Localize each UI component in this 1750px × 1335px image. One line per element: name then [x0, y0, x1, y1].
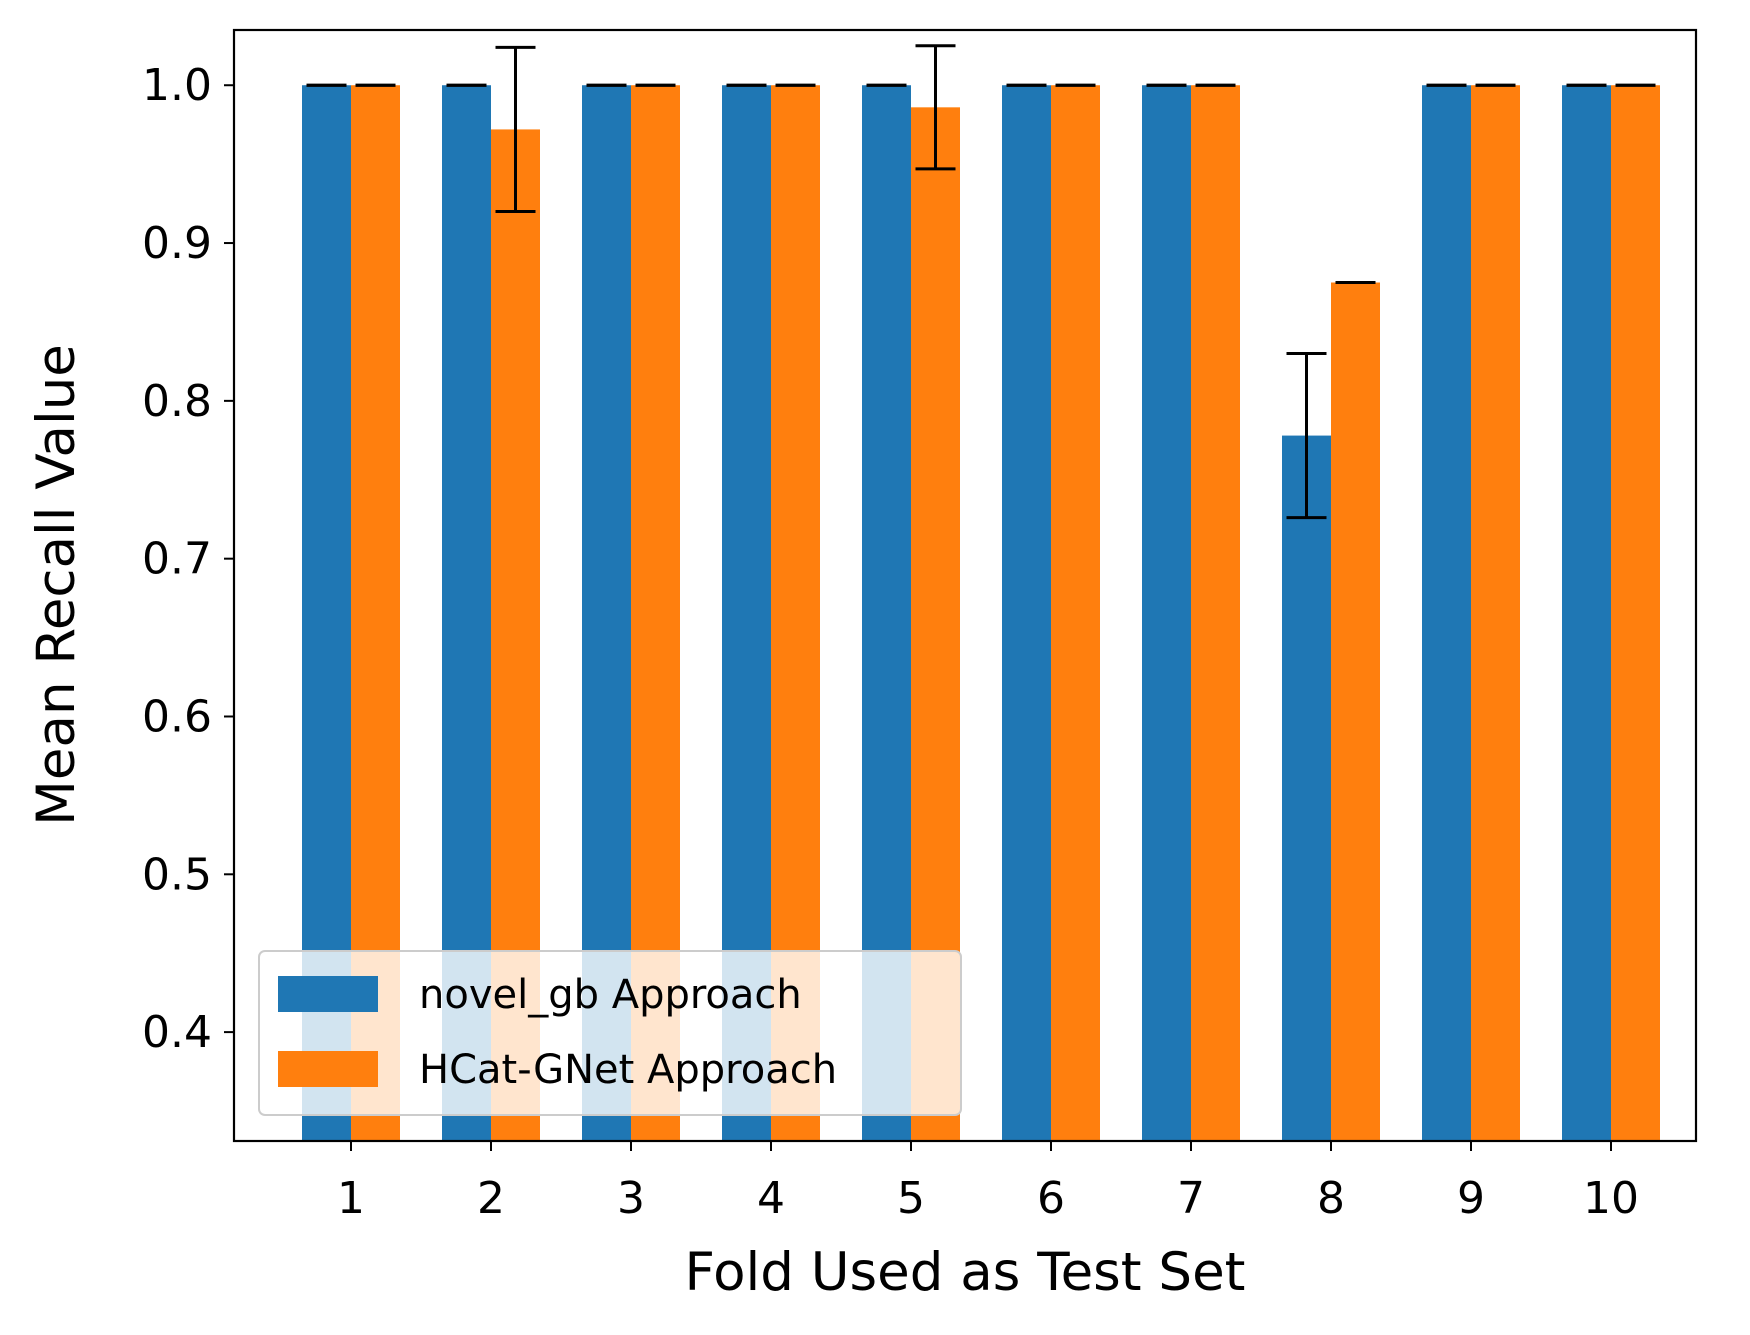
bar-series1-fold-10: [1562, 85, 1611, 1141]
x-tick-label: 3: [617, 1173, 645, 1224]
y-tick-label: 0.6: [142, 691, 212, 742]
x-tick-label: 4: [757, 1173, 785, 1224]
error-bars-layer: [306, 44, 1656, 520]
bar-series2-fold-10: [1611, 85, 1660, 1141]
x-tick-label: 10: [1583, 1173, 1639, 1224]
x-tick-label: 9: [1457, 1173, 1485, 1224]
y-tick-label: 0.4: [142, 1007, 212, 1058]
y-axis: 0.4 0.5 0.6 0.7 0.8 0.9 1.0: [142, 60, 234, 1058]
bar-series1-fold-9: [1422, 85, 1471, 1141]
legend-label-novel-gb: novel_gb Approach: [419, 972, 802, 1018]
bar-series1-fold-6: [1002, 85, 1051, 1141]
bar-series1-fold-8: [1282, 435, 1331, 1141]
y-tick-label: 0.9: [142, 218, 212, 269]
x-tick-label: 5: [897, 1173, 925, 1224]
legend-box: [258, 950, 962, 1116]
x-tick-label: 8: [1317, 1173, 1345, 1224]
legend-label-hcat-gnet: HCat-GNet Approach: [419, 1047, 837, 1093]
plot-area-frame: [232, 28, 1698, 1143]
y-tick-label: 0.5: [142, 849, 212, 900]
y-tick-label: 0.7: [142, 534, 212, 585]
legend: novel_gb Approach HCat-GNet Approach: [258, 950, 962, 1116]
y-tick-label: 1.0: [142, 60, 212, 111]
x-axis-title: Fold Used as Test Set: [685, 1242, 1246, 1303]
x-tick-label: 7: [1177, 1173, 1205, 1224]
bar-series2-fold-6: [1051, 85, 1100, 1141]
legend-swatch-hcat-gnet: [278, 1051, 378, 1087]
x-tick-label: 6: [1037, 1173, 1065, 1224]
x-axis: 1 2 3 4 5 6 7 8 9 10: [337, 1141, 1639, 1224]
x-tick-label: 2: [477, 1173, 505, 1224]
y-axis-title: Mean Recall Value: [26, 344, 87, 826]
bar-series2-fold-7: [1191, 85, 1240, 1141]
bar-series1-fold-7: [1142, 85, 1191, 1141]
legend-swatch-novel-gb: [278, 976, 378, 1012]
x-tick-label: 1: [337, 1173, 365, 1224]
bar-series2-fold-9: [1471, 85, 1520, 1141]
y-tick-label: 0.8: [142, 376, 212, 427]
bar-series2-fold-8: [1331, 282, 1380, 1141]
